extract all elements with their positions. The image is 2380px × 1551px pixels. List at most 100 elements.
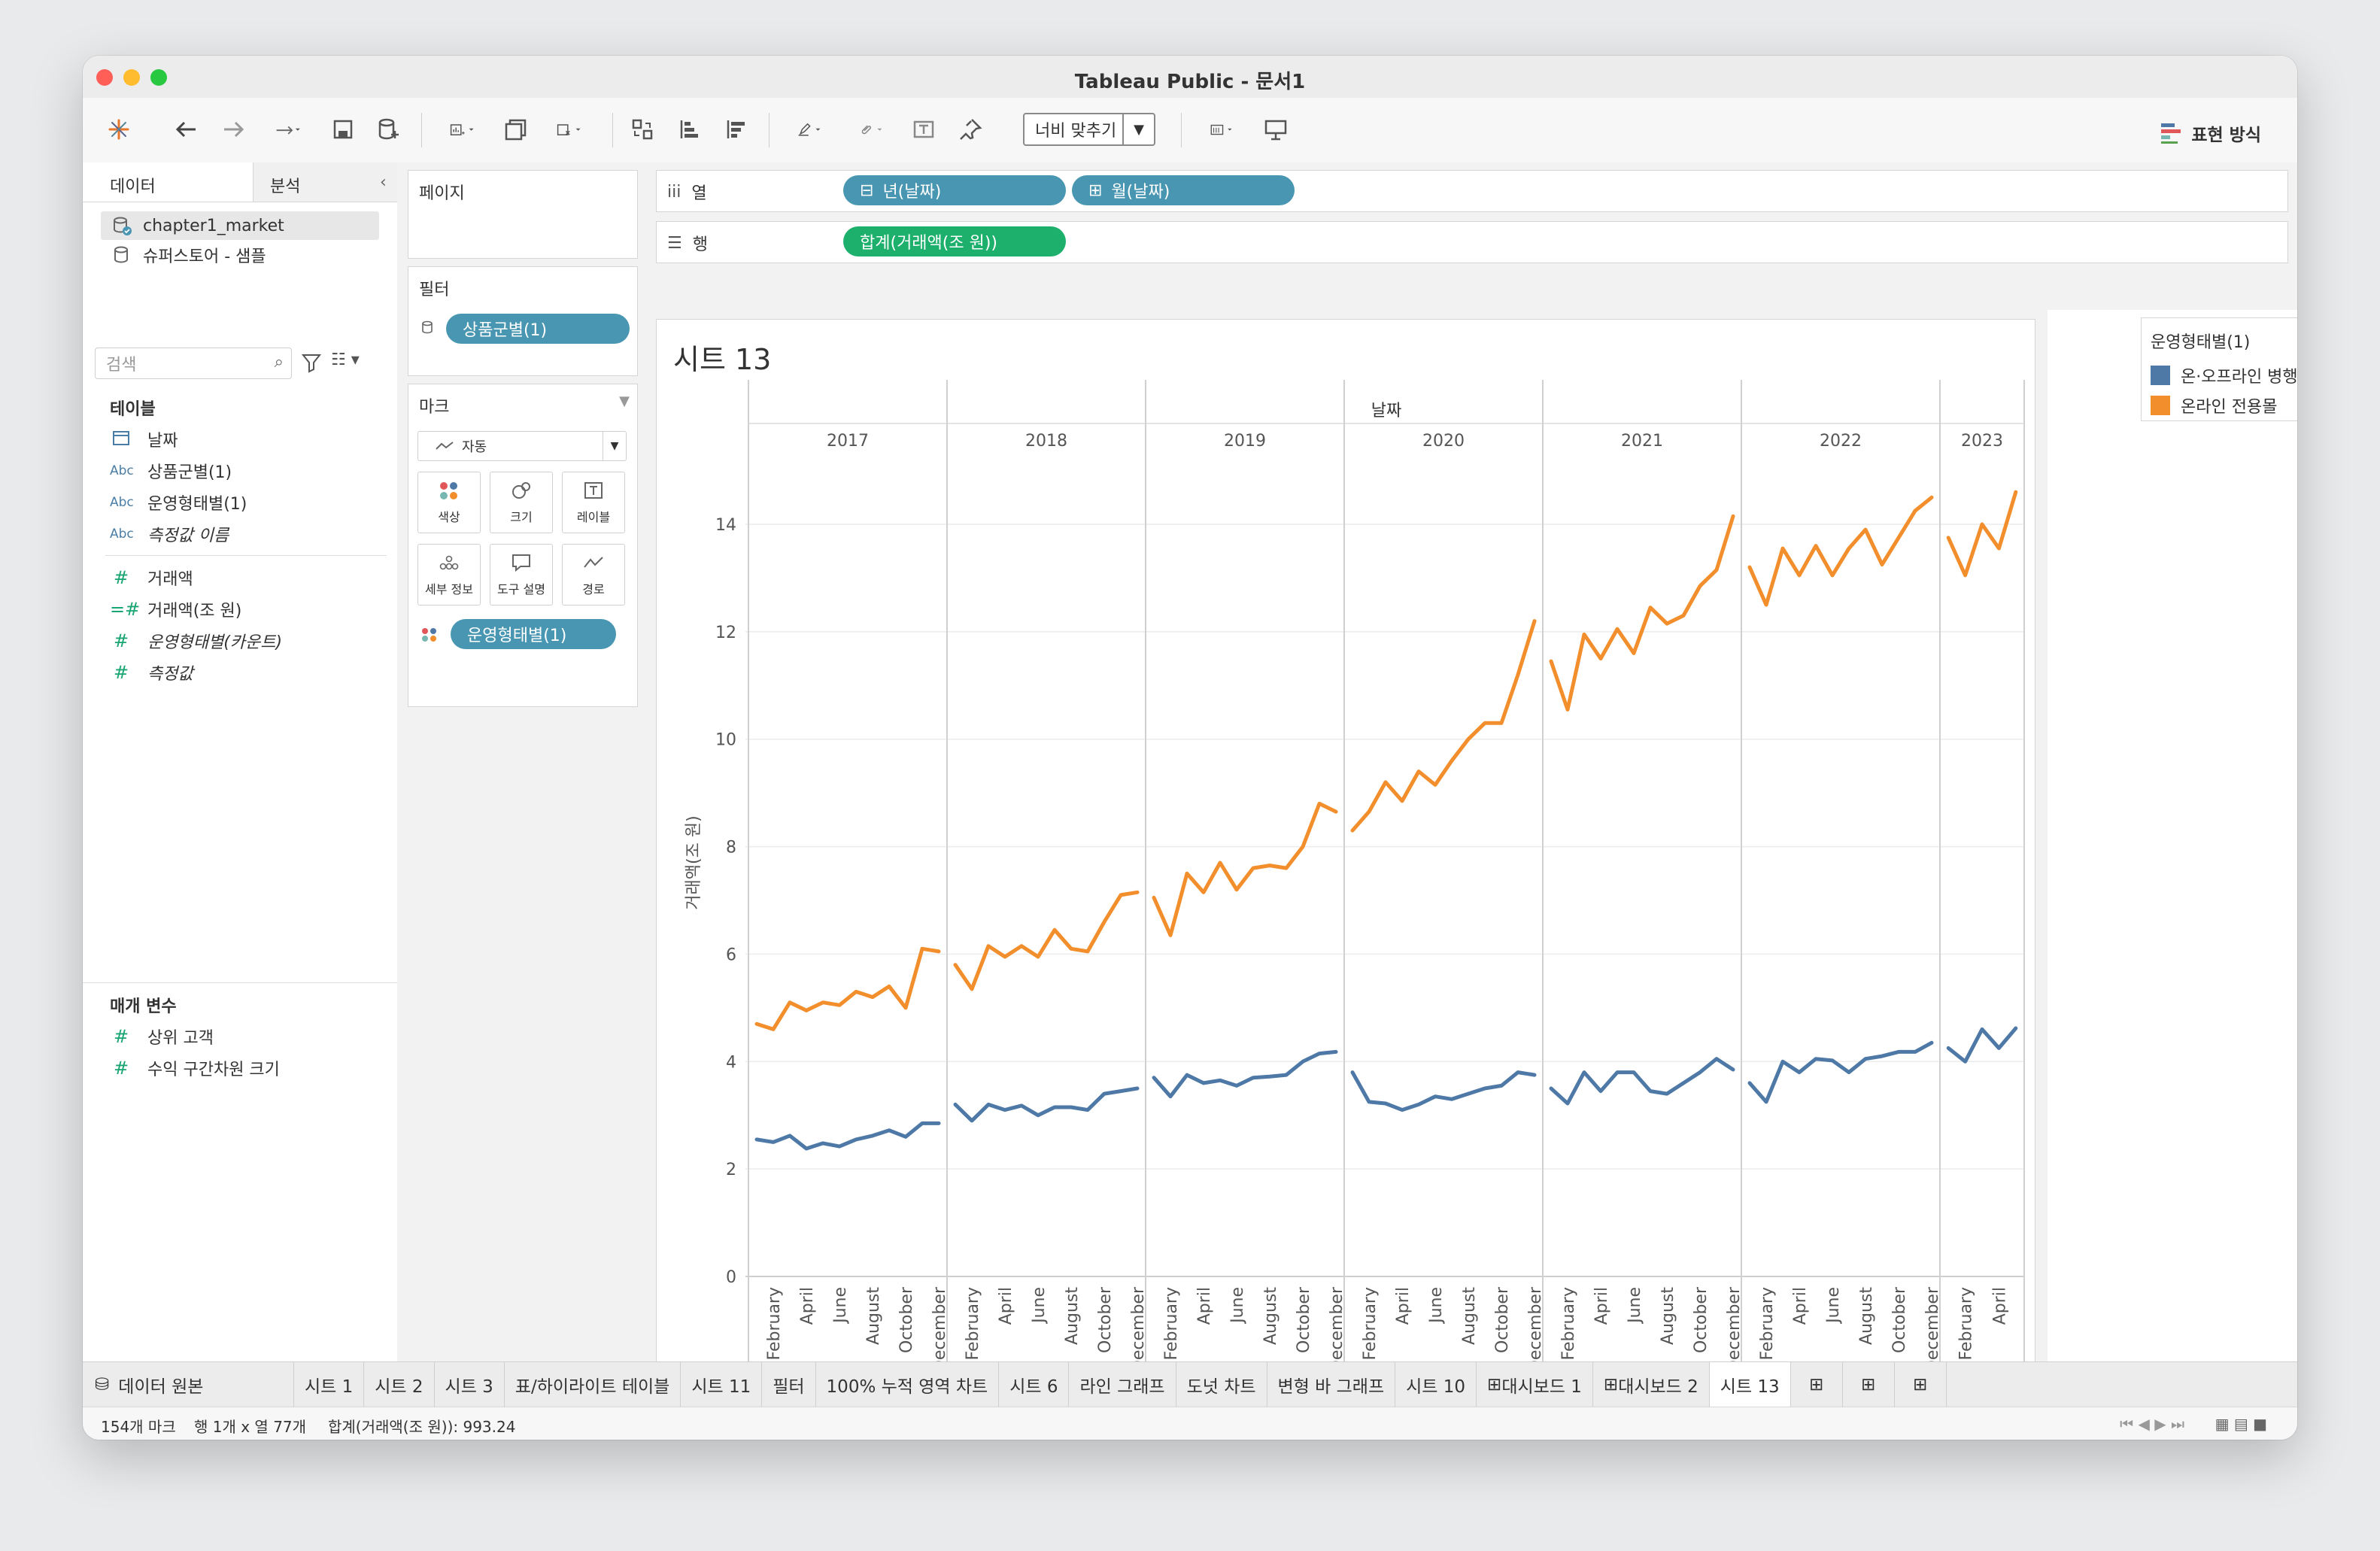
field-item[interactable]: Abc 운영형태별(1)	[110, 489, 247, 516]
row-pill[interactable]: 합계(거래액(조 원))	[843, 226, 1066, 256]
column-pill-year[interactable]: ⊟ 년(날짜)	[843, 175, 1066, 205]
parameter-item[interactable]: # 상위 고객	[110, 1023, 214, 1050]
number-type-icon: #	[113, 1058, 129, 1079]
undo-icon[interactable]	[172, 114, 202, 144]
save-icon[interactable]	[328, 114, 358, 144]
datasource-item[interactable]: 슈퍼스토어 - 샘플	[101, 241, 379, 269]
show-cards-icon[interactable]	[1196, 114, 1249, 144]
parameter-item[interactable]: # 수익 구간차원 크기	[110, 1055, 280, 1082]
month-tick-label: June	[1427, 1287, 1446, 1325]
rows-shelf[interactable]: ☰ 행 합계(거래액(조 원))	[656, 221, 2288, 263]
field-item[interactable]: Abc 상품군별(1)	[110, 457, 232, 484]
new-datasource-icon[interactable]	[373, 114, 403, 144]
sheet-tab[interactable]: 시트 2	[364, 1362, 435, 1407]
year-label: 2021	[1621, 432, 1663, 451]
field-item[interactable]: # 거래액	[110, 564, 193, 591]
parameters-header: 매개 변수	[110, 997, 177, 1016]
minimize-window-button[interactable]	[123, 69, 140, 86]
fix-axes-pin-icon[interactable]	[955, 114, 985, 144]
clear-sheet-icon[interactable]	[545, 114, 593, 144]
field-item[interactable]: # 운영형태별(카운트)	[110, 627, 282, 654]
color-pill[interactable]: 운영형태별(1)	[451, 619, 616, 649]
color-legend[interactable]: 운영형태별(1) 온·오프라인 병행몰 온라인 전용몰	[2141, 317, 2297, 421]
sheet-tab[interactable]: 100% 누적 영역 차트	[816, 1362, 1000, 1407]
filter-icon[interactable]	[301, 352, 322, 376]
tooltip-button[interactable]: 도구 설명	[490, 544, 553, 606]
field-item[interactable]: =# 거래액(조 원)	[110, 596, 241, 623]
tab-data[interactable]: 데이터	[83, 162, 253, 202]
column-pill-month[interactable]: ⊞ 월(날짜)	[1072, 175, 1295, 205]
month-tick-label: August	[1659, 1287, 1677, 1345]
sheet-view-icons[interactable]: ▦ ▤ ■	[2215, 1415, 2267, 1433]
detail-button[interactable]: 세부 정보	[417, 544, 481, 606]
month-tick-label: June	[1626, 1287, 1644, 1325]
close-window-button[interactable]	[96, 69, 113, 86]
field-item[interactable]: # 측정값	[110, 659, 193, 686]
legend-item[interactable]: 온·오프라인 병행몰	[2151, 363, 2297, 387]
sheet-tab[interactable]: 시트 6	[999, 1362, 1070, 1407]
sheet-tab[interactable]: 시트 1	[294, 1362, 365, 1407]
sheet-tab[interactable]: 시트 13	[1709, 1362, 1791, 1407]
sort-descending-icon[interactable]	[721, 114, 751, 144]
duplicate-sheet-icon[interactable]	[501, 114, 531, 144]
new-worksheet-tab-icon[interactable]: ⊞	[1791, 1362, 1843, 1407]
sheet-tab[interactable]: ⊞ 대시보드 1	[1477, 1362, 1593, 1407]
redo-icon[interactable]	[218, 114, 248, 144]
datasource-tab[interactable]: ⛁ 데이터 원본	[83, 1362, 294, 1407]
path-button[interactable]: 경로	[562, 544, 625, 606]
show-labels-icon[interactable]	[909, 114, 939, 144]
filter-pill[interactable]: 상품군별(1)	[446, 314, 630, 344]
line-chart[interactable]: 날짜 0 2 4 6 8 10 12 14 거래액(조 원) 2017 February April Ju…	[657, 320, 2035, 1391]
field-item[interactable]: 날짜	[110, 426, 178, 453]
chevron-down-icon[interactable]: ▼	[619, 393, 630, 409]
sheet-tab[interactable]: 표/하이라이트 테이블	[505, 1362, 682, 1407]
sheet-tab[interactable]: 변형 바 그래프	[1267, 1362, 1396, 1407]
view-list-icon[interactable]: ☷ ▾	[331, 351, 360, 369]
sheet-tab[interactable]: 필터	[762, 1362, 816, 1407]
highlight-icon[interactable]	[785, 114, 833, 144]
sheet-tab[interactable]: ⊞ 대시보드 2	[1593, 1362, 1710, 1407]
label-button[interactable]: 레이블	[562, 472, 625, 533]
sort-ascending-icon[interactable]	[674, 114, 704, 144]
sheet-nav-arrows-icon[interactable]: ⏮ ◀ ▶ ⏭	[2120, 1415, 2184, 1433]
new-dashboard-tab-icon[interactable]: ⊞	[1843, 1362, 1895, 1407]
field-search-input[interactable]: 검색 ⌕	[95, 348, 292, 379]
color-button[interactable]: 색상	[417, 472, 481, 533]
swap-rows-columns-icon[interactable]	[627, 114, 657, 144]
new-story-tab-icon[interactable]: ⊞	[1895, 1362, 1947, 1407]
maximize-window-button[interactable]	[150, 69, 167, 86]
sheet-tab-label: 시트 3	[445, 1377, 493, 1397]
title-bar: Tableau Public - 문서1	[83, 56, 2297, 99]
tableau-logo-icon[interactable]	[101, 114, 137, 144]
sheet-tab[interactable]: 시트 10	[1395, 1362, 1477, 1407]
pages-card[interactable]: 페이지	[408, 170, 638, 259]
sheet-tab[interactable]: 시트 3	[435, 1362, 505, 1407]
columns-label: 열	[691, 184, 707, 203]
sheet-tab[interactable]: 라인 그래프	[1069, 1362, 1176, 1407]
y-tick-label: 8	[726, 839, 736, 857]
presentation-mode-icon[interactable]	[1261, 114, 1291, 144]
field-item[interactable]: Abc 측정값 이름	[110, 521, 229, 548]
legend-swatch	[2151, 366, 2170, 385]
mark-type-select[interactable]: 자동 ▼	[417, 431, 627, 461]
show-me-button[interactable]: 표현 방식	[2160, 120, 2261, 146]
size-button[interactable]: 크기	[490, 472, 553, 533]
new-worksheet-icon[interactable]	[438, 114, 486, 144]
group-members-icon[interactable]	[847, 114, 895, 144]
sheet-tab-label: 대시보드 1	[1501, 1377, 1582, 1397]
month-tick-label: August	[864, 1287, 883, 1345]
datasource-label: chapter1_market	[143, 216, 284, 235]
filters-card[interactable]: 필터 상품군별(1)	[408, 266, 638, 376]
worksheet[interactable]: 시트 13 날짜 0 2 4 6 8 10 12 14 거래액(조 원) 2017 February A…	[656, 319, 2035, 1392]
replay-icon[interactable]	[263, 114, 311, 144]
collapse-pane-icon[interactable]: ‹	[380, 173, 387, 192]
path-icon	[582, 552, 605, 575]
datasource-item[interactable]: chapter1_market	[101, 211, 379, 240]
sheet-tab[interactable]: 시트 11	[681, 1362, 763, 1407]
sheet-tab[interactable]: 도넛 차트	[1176, 1362, 1267, 1407]
legend-item[interactable]: 온라인 전용몰	[2151, 393, 2277, 417]
fit-dropdown[interactable]: 너비 맞추기 ▼	[1023, 113, 1155, 146]
tab-analysis[interactable]: 분석 ‹	[253, 162, 397, 202]
columns-shelf[interactable]: iii 열 ⊟ 년(날짜) ⊞ 월(날짜)	[656, 170, 2288, 212]
y-tick-label: 0	[726, 1268, 736, 1287]
